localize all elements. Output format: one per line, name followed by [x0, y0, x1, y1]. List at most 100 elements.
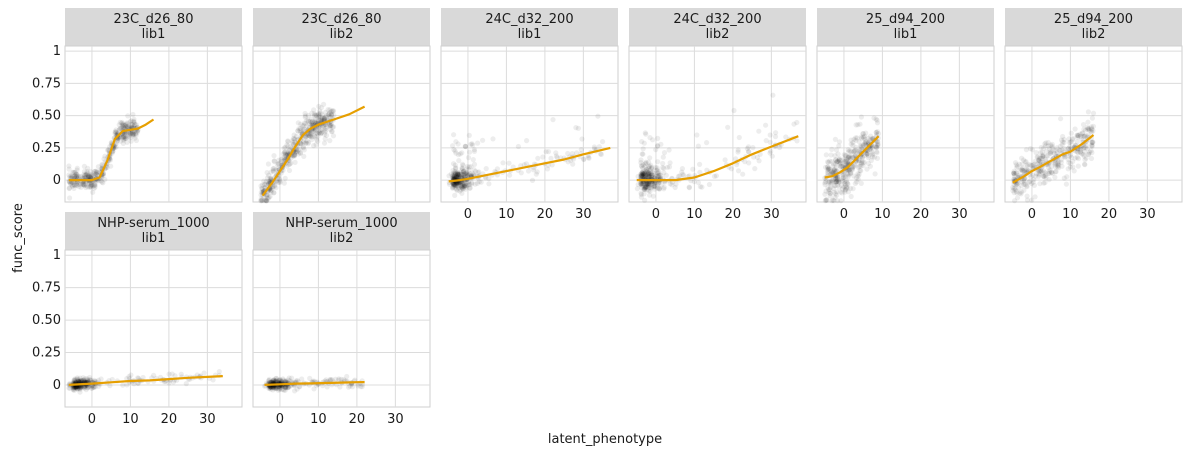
scatter-point [78, 184, 84, 190]
scatter-point [648, 166, 654, 172]
scatter-point [844, 171, 850, 177]
scatter-point [290, 135, 296, 142]
scatter-point [291, 153, 298, 159]
scatter-point [1013, 162, 1020, 168]
scatter-point [722, 157, 728, 163]
scatter-point [1052, 169, 1058, 175]
scatter-point [852, 163, 858, 169]
scatter-point [298, 141, 304, 147]
scatter-point [1081, 126, 1087, 132]
scatter-point [295, 128, 301, 134]
scatter-point [643, 159, 649, 165]
scatter-point [328, 109, 334, 115]
scatter-point [824, 197, 830, 203]
scatter-point [848, 170, 854, 176]
scatter-point [850, 186, 856, 192]
scatter-point [278, 156, 284, 163]
scatter-point [127, 135, 133, 141]
scatter-point [642, 197, 648, 203]
scatter-point [1024, 184, 1030, 190]
scatter-point [1083, 145, 1089, 151]
scatter-point [1057, 148, 1063, 154]
scatter-point [769, 153, 775, 159]
facet-strip [65, 212, 242, 250]
scatter-point [451, 175, 457, 181]
scatter-point [452, 174, 458, 181]
scatter-point [834, 178, 840, 184]
scatter-point [825, 164, 831, 170]
scatter-point [851, 148, 857, 154]
scatter-point [326, 112, 332, 118]
scatter-point [462, 181, 468, 187]
scatter-point [856, 148, 862, 154]
scatter-point [85, 184, 91, 190]
scatter-point [113, 144, 119, 150]
x-tick-label: 10 [310, 412, 327, 427]
scatter-point [316, 125, 322, 131]
scatter-point [74, 385, 80, 391]
scatter-point [460, 180, 466, 186]
scatter-point [460, 162, 466, 168]
x-tick-label: 0 [840, 207, 848, 222]
scatter-point [578, 147, 584, 153]
scatter-point [79, 180, 85, 186]
scatter-point [646, 181, 652, 187]
scatter-point [725, 124, 731, 130]
scatter-point [322, 136, 328, 142]
scatter-point [1023, 168, 1029, 174]
scatter-point [833, 179, 839, 185]
scatter-point [309, 119, 315, 125]
scatter-point [458, 180, 464, 186]
scatter-point [1090, 139, 1096, 145]
scatter-point [1052, 174, 1058, 180]
scatter-point [450, 175, 456, 181]
scatter-point [79, 385, 85, 391]
scatter-point [269, 385, 275, 391]
scatter-point [848, 155, 854, 161]
scatter-point [1041, 180, 1047, 186]
scatter-point [697, 169, 703, 175]
scatter-point [1033, 150, 1039, 156]
scatter-point [654, 167, 660, 173]
x-tick-label: 30 [387, 412, 404, 427]
scatter-point [303, 140, 309, 146]
scatter-point [73, 171, 79, 177]
scatter-point [329, 112, 335, 118]
scatter-point [836, 155, 843, 162]
facet-strip-label: lib1 [894, 27, 918, 42]
scatter-point [72, 173, 78, 179]
scatter-point [829, 177, 835, 183]
scatter-point [1047, 150, 1053, 156]
scatter-point [266, 194, 272, 200]
scatter-point [746, 149, 752, 155]
scatter-point [1082, 127, 1089, 133]
scatter-point [455, 180, 461, 186]
scatter-point [120, 137, 127, 143]
scatter-point [1053, 147, 1059, 154]
scatter-point [92, 168, 98, 174]
scatter-point [643, 172, 649, 178]
scatter-point [321, 126, 327, 133]
scatter-point [114, 138, 120, 144]
scatter-point [305, 141, 311, 147]
scatter-point [1021, 178, 1027, 184]
scatter-point [316, 129, 322, 135]
scatter-point [858, 143, 864, 149]
scatter-point [828, 168, 834, 174]
scatter-point [1037, 168, 1043, 174]
y-tick-label: 0 [53, 378, 61, 393]
scatter-point [1041, 173, 1047, 179]
x-tick-label: 20 [161, 412, 178, 427]
scatter-point [655, 143, 661, 149]
scatter-point [277, 178, 283, 184]
scatter-point [125, 123, 131, 129]
scatter-point [1054, 145, 1060, 151]
scatter-point [123, 136, 129, 142]
scatter-point [848, 170, 854, 176]
scatter-point [77, 375, 83, 381]
scatter-point [453, 170, 459, 176]
scatter-point [728, 166, 735, 172]
scatter-point [313, 142, 319, 148]
scatter-point [316, 114, 322, 120]
